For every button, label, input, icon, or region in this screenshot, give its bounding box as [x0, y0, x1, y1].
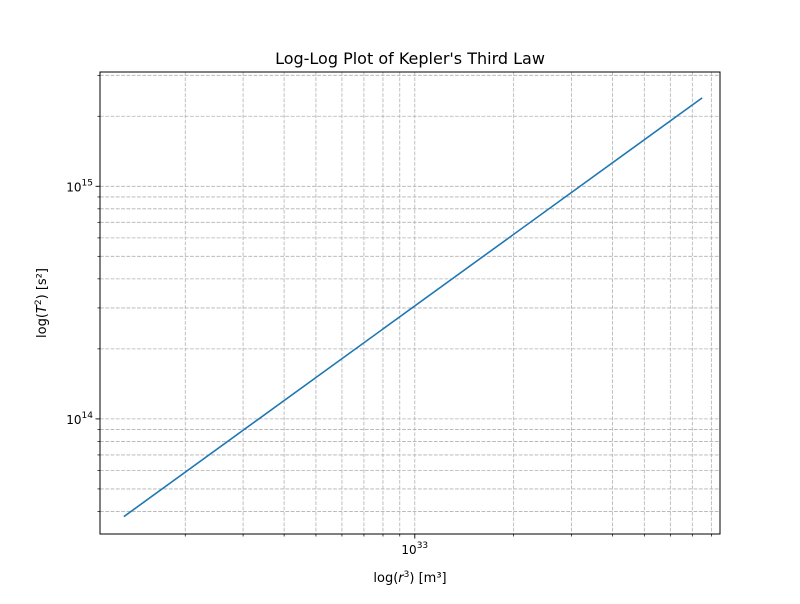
axis-ticks: 1033 1014 1015 [66, 74, 712, 557]
chart-title: Log-Log Plot of Kepler's Third Law [275, 49, 545, 68]
plot-frame [99, 71, 721, 535]
x-axis-label: log(r3) [m³] [373, 570, 446, 586]
x-tick-label: 1033 [401, 541, 428, 557]
series-line [123, 97, 703, 518]
series-layer [123, 97, 703, 518]
major-grid [100, 72, 720, 534]
y-tick-label: 1014 [66, 411, 93, 427]
y-tick-label: 1015 [66, 178, 93, 194]
minor-grid [100, 72, 720, 534]
y-axis-label: log(T2) [s²] [34, 268, 50, 338]
